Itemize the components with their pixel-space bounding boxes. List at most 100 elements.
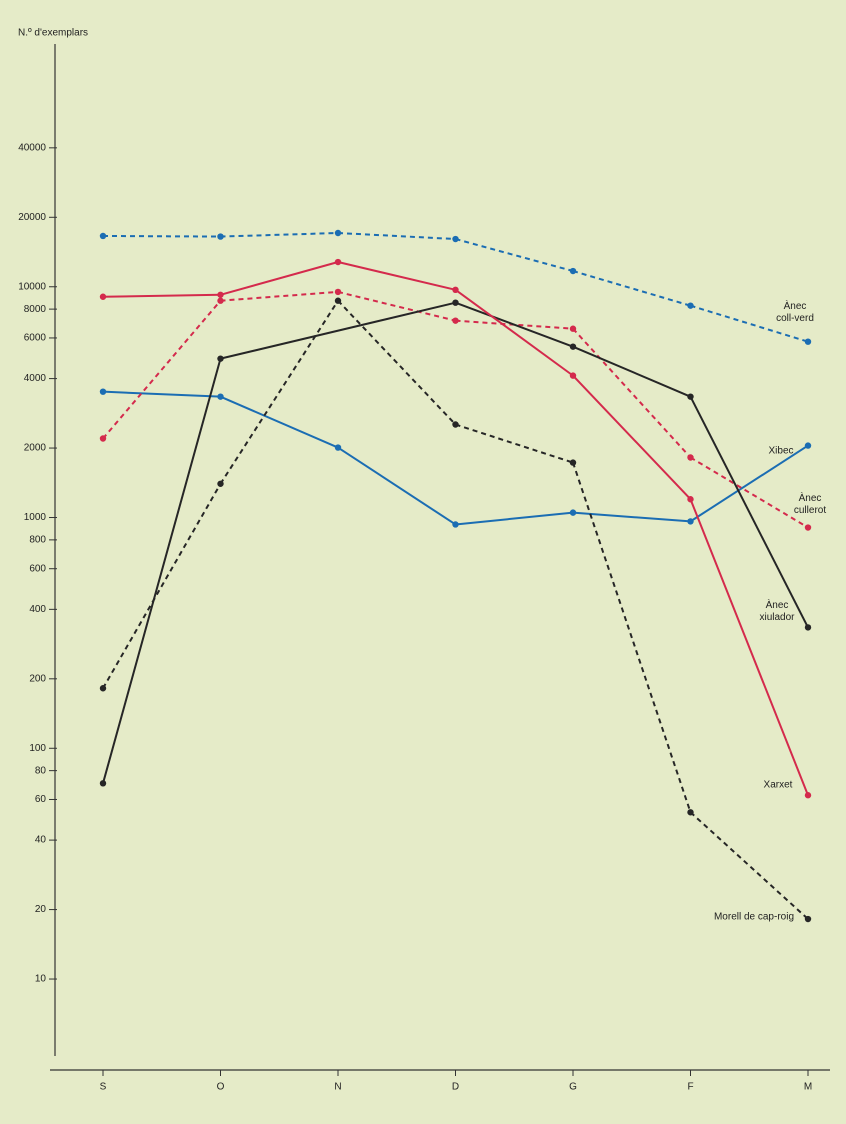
series-segment	[220, 261, 339, 296]
data-point	[452, 521, 459, 528]
series-segment	[337, 231, 456, 241]
data-point	[334, 444, 342, 451]
x-tick-label: F	[687, 1082, 693, 1093]
series-segment	[572, 270, 691, 307]
y-tick-label: 100	[29, 743, 46, 754]
data-point	[99, 232, 107, 240]
data-point	[452, 235, 459, 243]
data-point	[452, 299, 459, 306]
x-tick-label: S	[100, 1082, 107, 1093]
data-point	[804, 915, 812, 923]
y-tick-label: 1000	[24, 512, 47, 523]
series-segment	[219, 300, 339, 485]
series-segment	[102, 483, 222, 689]
data-point	[99, 435, 107, 442]
data-point	[452, 421, 459, 428]
y-tick-label: 800	[29, 535, 46, 546]
y-tick-label: 60	[35, 794, 47, 805]
series-segment	[337, 300, 457, 426]
y-tick-label: 4000	[24, 373, 47, 384]
y-tick-label: 40000	[18, 142, 46, 153]
y-tick-label: 80	[35, 765, 47, 776]
data-point	[217, 480, 224, 487]
series-segment	[102, 234, 221, 238]
series-segment	[455, 238, 574, 272]
series-segment	[455, 301, 574, 348]
y-tick-label: 6000	[24, 333, 47, 344]
data-point	[687, 496, 694, 503]
series-segment	[102, 390, 221, 398]
data-point	[804, 524, 812, 531]
y-tick-label: 10000	[18, 281, 46, 292]
legend-label: Ànec cullerot	[794, 491, 826, 516]
y-axis-label: N.º d'exemplars	[18, 28, 88, 39]
series-segment	[572, 345, 691, 398]
data-point	[452, 286, 459, 294]
data-point	[217, 297, 224, 304]
x-tick-label: D	[452, 1082, 459, 1093]
series-segment	[572, 374, 692, 500]
series-segment	[455, 511, 574, 526]
series-segment	[337, 446, 457, 526]
legend-label: Xibec	[768, 446, 793, 457]
series-segment	[220, 231, 339, 238]
y-tick-label: 10	[35, 974, 47, 985]
data-point	[217, 291, 224, 298]
x-tick-label: O	[217, 1082, 225, 1093]
data-point	[687, 518, 694, 525]
data-point	[804, 624, 812, 631]
series-segment	[337, 261, 456, 291]
data-point	[569, 459, 577, 466]
y-tick-label: 600	[29, 563, 46, 574]
series-segment	[689, 396, 809, 628]
series-segment	[690, 304, 809, 343]
data-point	[804, 442, 812, 449]
data-point	[99, 293, 107, 300]
x-tick-label: M	[804, 1082, 812, 1093]
legend-label: Ànec xiulador	[759, 598, 795, 623]
series-segment	[220, 290, 339, 302]
data-point	[569, 509, 577, 516]
data-point	[334, 229, 342, 237]
series-segment	[220, 395, 339, 449]
legend-label: Xarxet	[764, 780, 793, 791]
data-point	[687, 454, 694, 461]
y-tick-label: 20000	[18, 212, 46, 223]
y-tick-label: 2000	[24, 443, 47, 454]
data-point	[99, 780, 107, 787]
data-point	[217, 393, 224, 400]
series-segment	[572, 328, 692, 459]
legend-label: Ànec coll-verd	[776, 299, 814, 324]
series-segment	[454, 289, 574, 377]
series-segment	[220, 301, 456, 360]
data-point	[687, 302, 694, 309]
series-segment	[102, 293, 221, 298]
legend-label: Morell de cap-roig	[714, 912, 794, 923]
data-point	[334, 288, 342, 296]
data-point	[334, 297, 342, 304]
data-point	[687, 393, 694, 400]
data-point	[99, 388, 107, 395]
series-segment	[102, 300, 222, 440]
data-point	[569, 267, 577, 275]
data-point	[569, 325, 577, 332]
series-segment	[337, 290, 456, 322]
data-point	[99, 685, 107, 692]
series-segment	[689, 498, 809, 796]
data-point	[687, 809, 694, 816]
x-tick-label: N	[334, 1082, 341, 1093]
data-point	[804, 792, 812, 799]
y-tick-label: 40	[35, 835, 47, 846]
data-point	[804, 338, 812, 345]
series-segment	[689, 456, 809, 529]
y-tick-label: 200	[29, 673, 46, 684]
y-tick-label: 8000	[24, 304, 47, 315]
data-point	[569, 343, 577, 350]
series-segment	[572, 462, 692, 813]
series-segment	[102, 358, 222, 784]
data-point	[217, 233, 224, 240]
data-point	[569, 372, 577, 379]
y-tick-label: 20	[35, 904, 47, 915]
